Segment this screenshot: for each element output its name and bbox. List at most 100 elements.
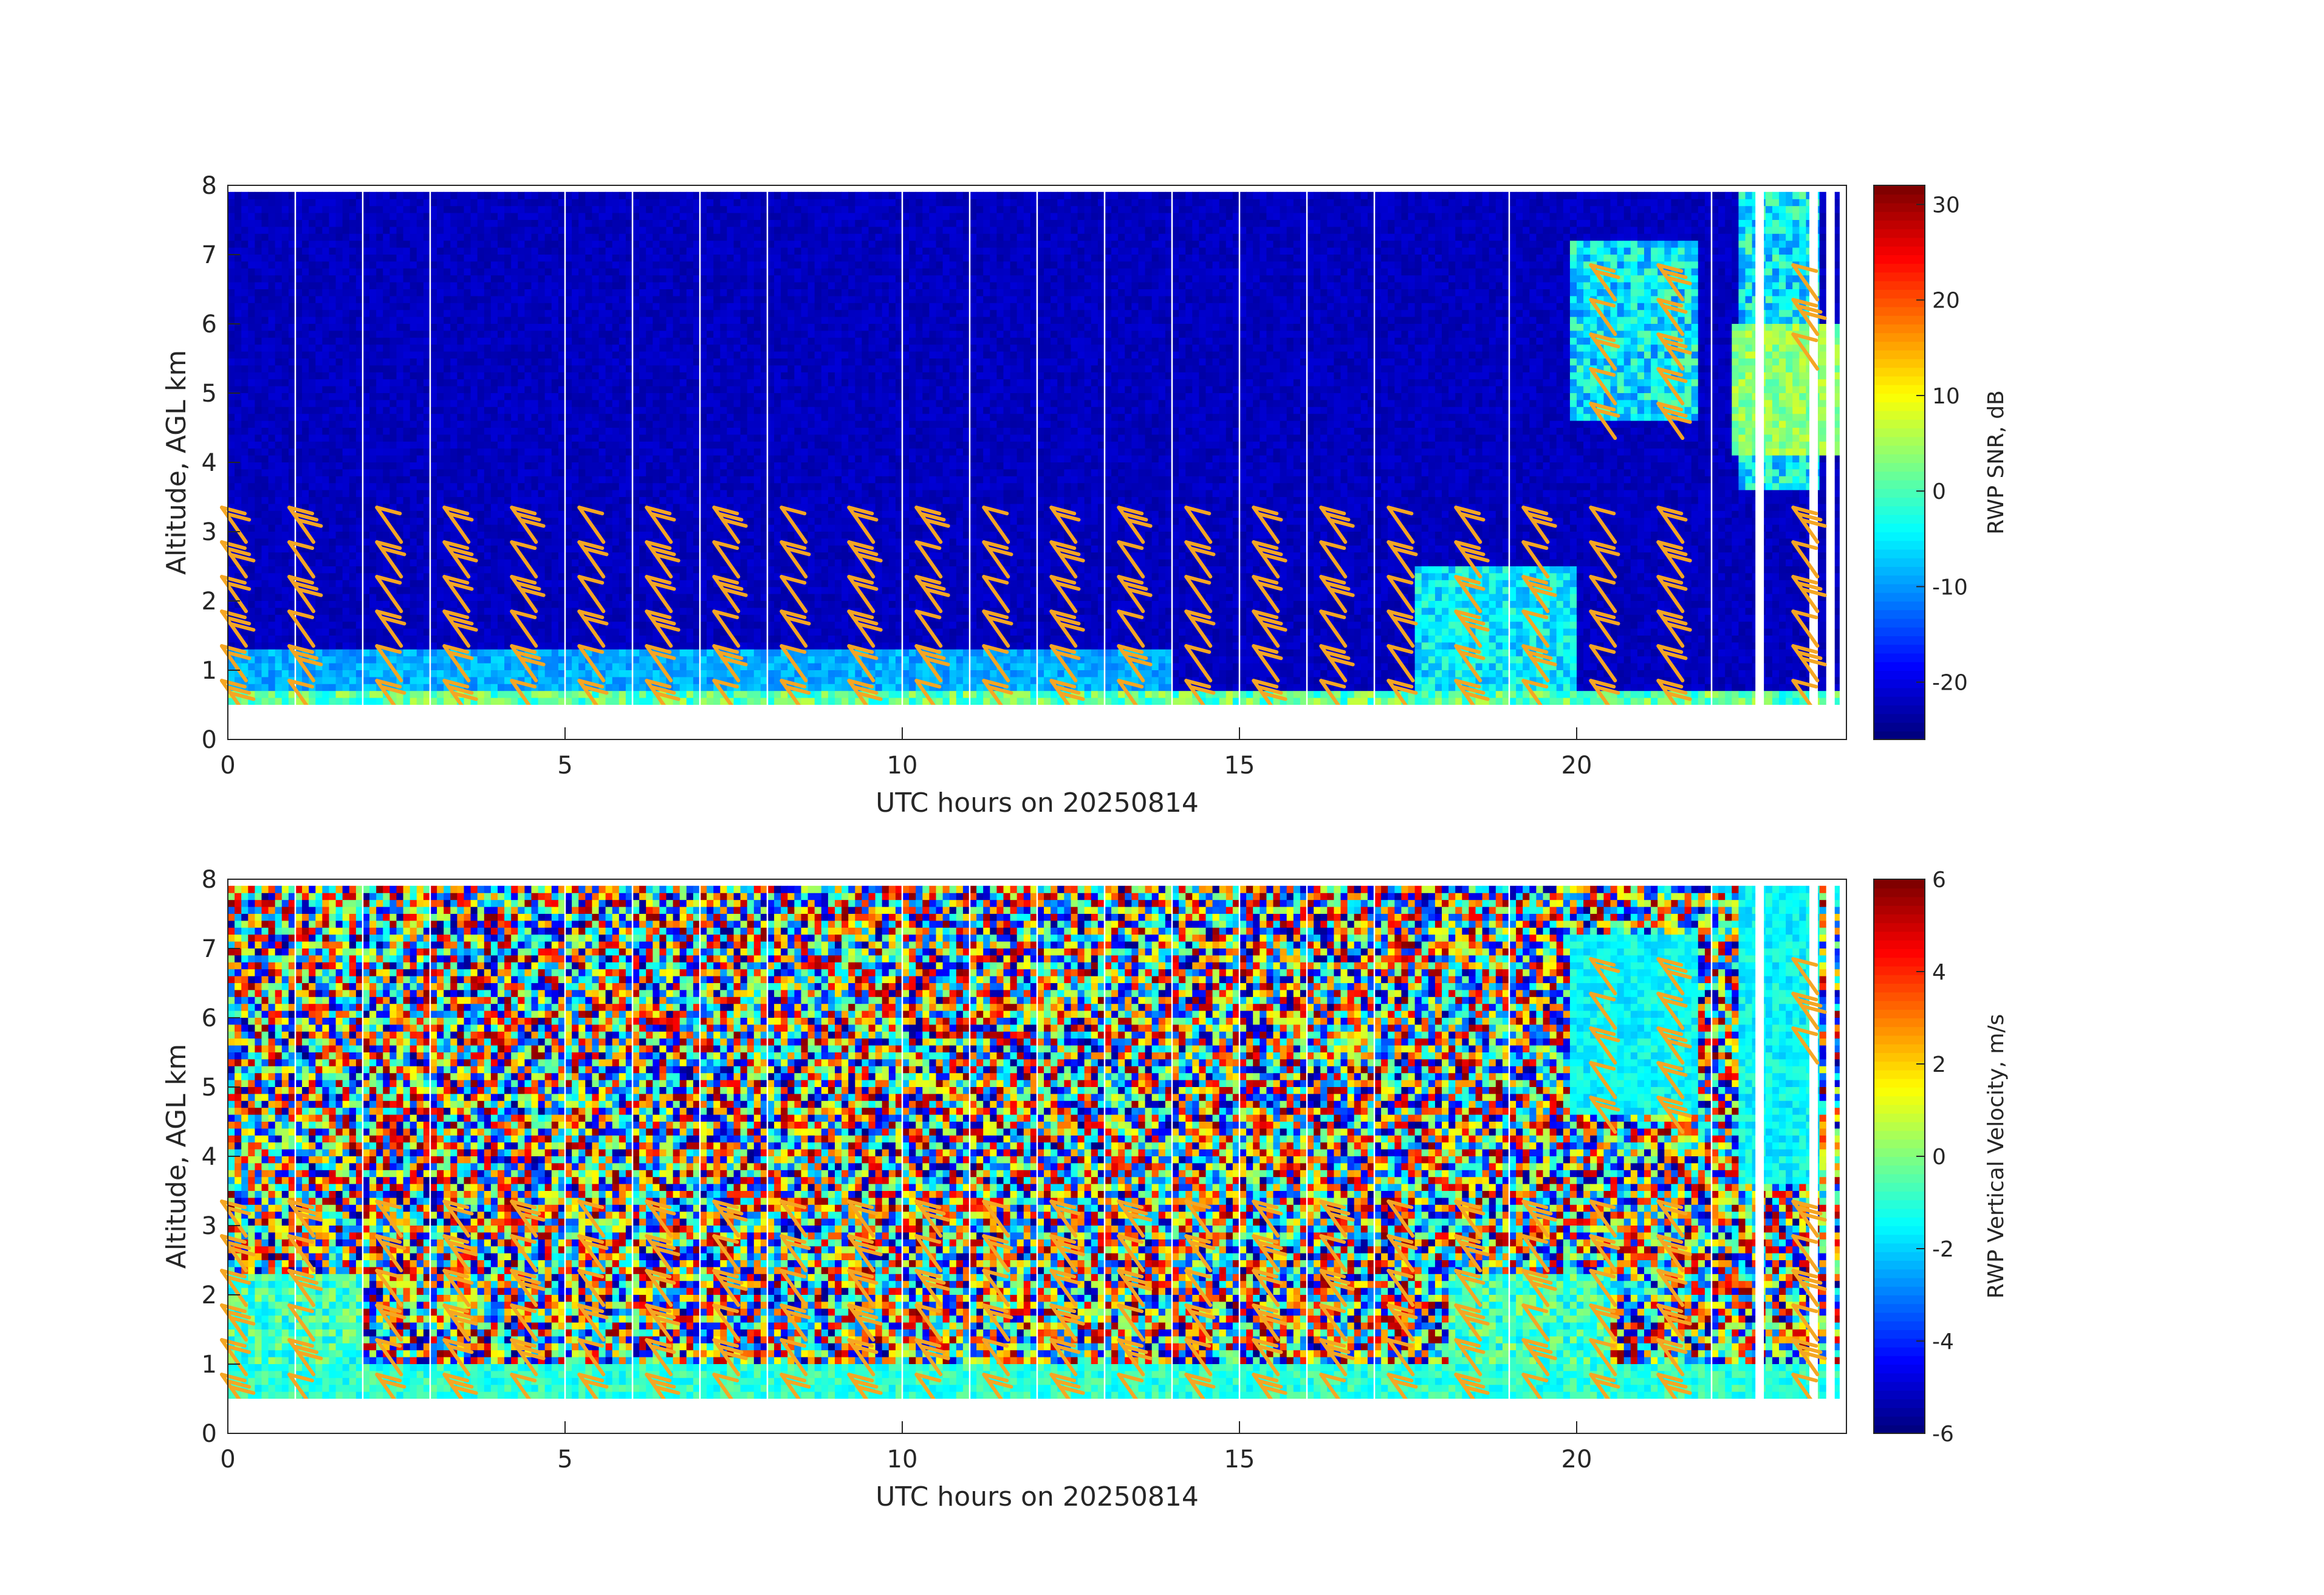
heatmap-cell	[437, 622, 444, 629]
heatmap-cell	[578, 275, 586, 283]
heatmap-cell	[545, 213, 552, 220]
heatmap-cell	[667, 455, 674, 462]
heatmap-cell	[336, 510, 343, 518]
heatmap-cell	[417, 310, 424, 317]
heatmap-cell	[484, 594, 492, 601]
heatmap-cell	[498, 268, 505, 275]
heatmap-cell	[269, 628, 276, 636]
heatmap-cell	[518, 670, 525, 677]
heatmap-cell	[538, 635, 546, 642]
heatmap-cell	[511, 372, 518, 379]
heatmap-cell	[417, 406, 424, 414]
heatmap-cell	[538, 261, 546, 269]
heatmap-cell	[363, 698, 370, 705]
heatmap-cell	[578, 227, 586, 234]
heatmap-cell	[343, 698, 350, 705]
heatmap-cell	[417, 614, 424, 622]
heatmap-cell	[632, 192, 640, 199]
heatmap-cell	[478, 587, 485, 594]
heatmap-cell	[235, 247, 242, 255]
heatmap-cell	[538, 282, 546, 289]
heatmap-cell	[235, 434, 242, 442]
heatmap-cell	[659, 337, 667, 345]
heatmap-cell	[680, 462, 687, 469]
heatmap-cell	[659, 261, 667, 269]
heatmap-cell	[532, 275, 539, 283]
heatmap-cell	[302, 282, 309, 289]
heatmap-cell	[376, 282, 383, 289]
heatmap-cell	[450, 351, 458, 358]
heatmap-cell	[262, 628, 269, 636]
heatmap-cell	[578, 323, 586, 331]
heatmap-cell	[322, 331, 329, 338]
heatmap-cell	[653, 483, 660, 490]
heatmap-cell	[343, 628, 350, 636]
heatmap-cell	[532, 406, 539, 414]
heatmap-cell	[572, 622, 579, 629]
heatmap-cell	[228, 414, 235, 421]
heatmap-cell	[552, 434, 559, 442]
heatmap-cell	[471, 254, 478, 261]
heatmap-cell	[417, 566, 424, 573]
heatmap-cell	[383, 192, 390, 199]
heatmap-cell	[478, 496, 485, 504]
heatmap-cell	[403, 628, 411, 636]
heatmap-cell	[315, 573, 323, 580]
heatmap-cell	[262, 379, 269, 386]
heatmap-cell	[673, 448, 680, 456]
heatmap-cell	[464, 504, 471, 511]
heatmap-cell	[632, 400, 640, 407]
heatmap-cell	[430, 241, 437, 248]
heatmap-cell	[437, 303, 444, 310]
heatmap-cell	[369, 448, 377, 456]
heatmap-cell	[275, 663, 283, 670]
heatmap-cell	[606, 573, 613, 580]
heatmap-cell	[619, 656, 626, 664]
heatmap-cell	[403, 698, 411, 705]
heatmap-cell	[545, 600, 552, 608]
heatmap-cell	[349, 317, 357, 324]
heatmap-cell	[383, 282, 390, 289]
heatmap-cell	[228, 476, 235, 483]
heatmap-cell	[632, 587, 640, 594]
heatmap-cell	[471, 455, 478, 462]
heatmap-cell	[572, 310, 579, 317]
heatmap-cell	[632, 614, 640, 622]
heatmap-cell	[275, 331, 283, 338]
heatmap-cell	[471, 317, 478, 324]
heatmap-cell	[262, 310, 269, 317]
heatmap-cell	[524, 268, 532, 275]
heatmap-cell	[491, 213, 498, 220]
heatmap-cell	[322, 490, 329, 497]
heatmap-cell	[241, 434, 249, 442]
heatmap-cell	[403, 490, 411, 497]
heatmap-cell	[322, 483, 329, 490]
heatmap-cell	[478, 310, 485, 317]
heatmap-cell	[322, 566, 329, 573]
heatmap-cell	[498, 642, 505, 650]
heatmap-cell	[545, 545, 552, 552]
heatmap-cell	[262, 677, 269, 684]
heatmap-cell	[524, 206, 532, 213]
heatmap-cell	[329, 296, 337, 303]
heatmap-cell	[606, 219, 613, 227]
heatmap-cell	[491, 282, 498, 289]
heatmap-cell	[646, 524, 653, 532]
heatmap-cell	[619, 587, 626, 594]
heatmap-cell	[430, 594, 437, 601]
heatmap-cell	[612, 227, 620, 234]
heatmap-cell	[228, 365, 235, 372]
heatmap-cell	[417, 656, 424, 664]
heatmap-cell	[336, 490, 343, 497]
heatmap-cell	[417, 587, 424, 594]
heatmap-cell	[619, 345, 626, 352]
heatmap-cell	[329, 462, 337, 469]
heatmap-cell	[336, 192, 343, 199]
heatmap-cell	[599, 427, 606, 434]
heatmap-cell	[437, 455, 444, 462]
heatmap-cell	[444, 469, 451, 476]
heatmap-cell	[248, 434, 255, 442]
heatmap-cell	[538, 386, 546, 393]
heatmap-cell	[612, 241, 620, 248]
heatmap-cell	[282, 552, 289, 560]
